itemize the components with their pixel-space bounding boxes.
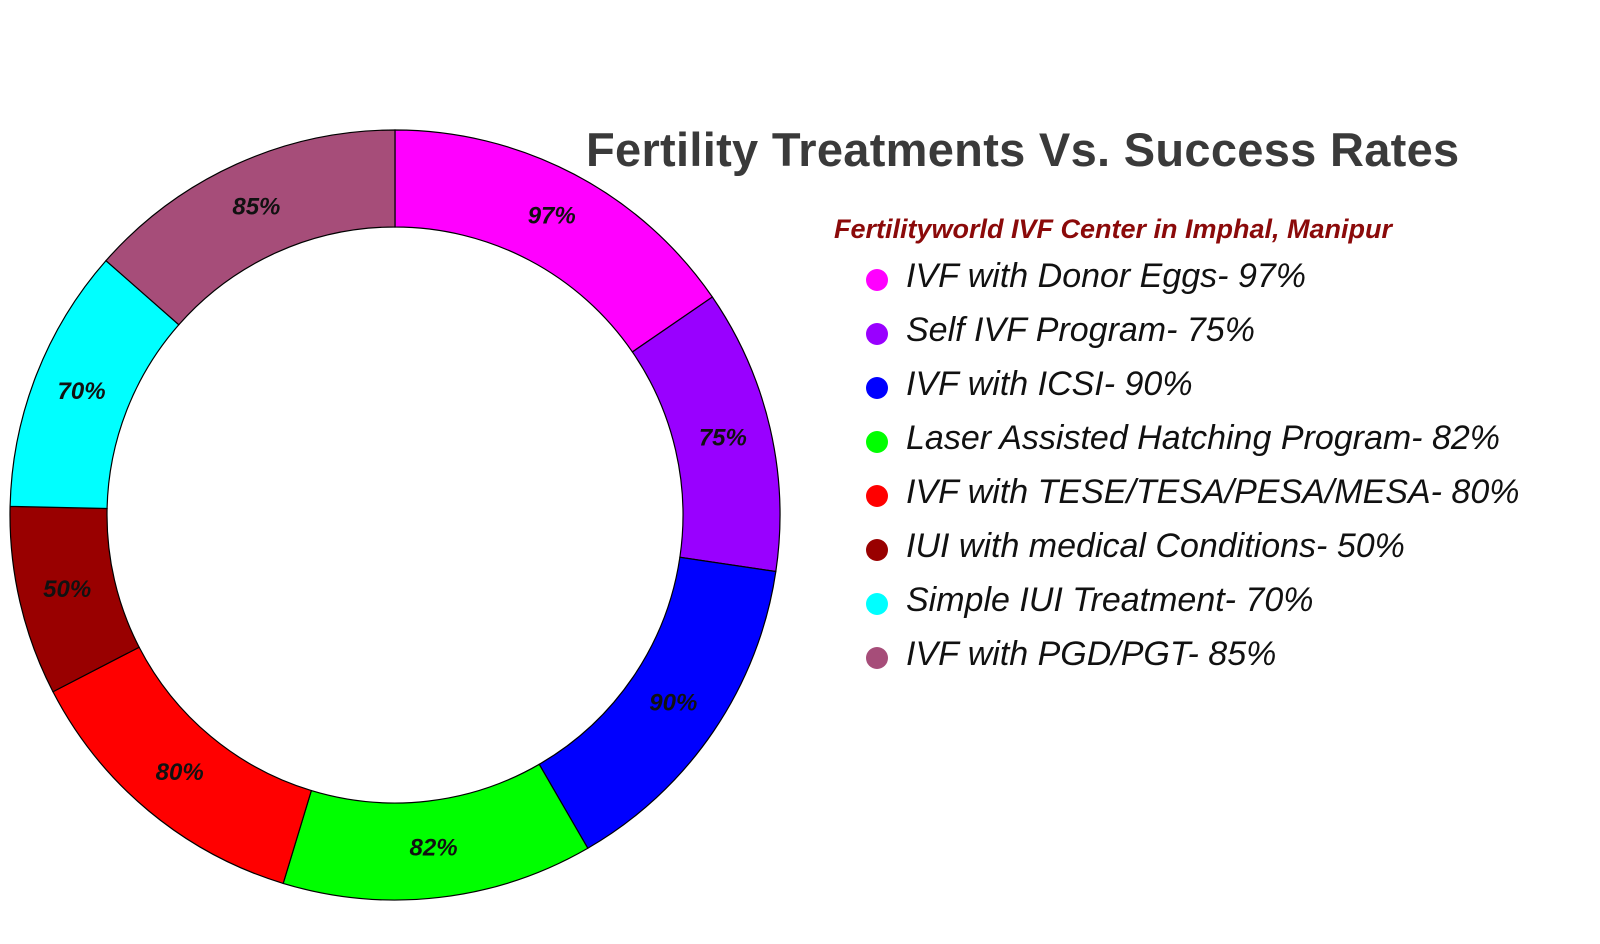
legend-marker [866,269,888,291]
legend-item[interactable]: IVF with Donor Eggs- 97% [866,258,1566,294]
legend-marker [866,377,888,399]
legend-item[interactable]: IUI with medical Conditions- 50% [866,528,1566,564]
legend: IVF with Donor Eggs- 97% Self IVF Progra… [866,258,1566,690]
legend-label: Self IVF Program- 75% [906,311,1255,349]
legend-label: IVF with Donor Eggs- 97% [906,257,1306,295]
legend-label: IVF with PGD/PGT- 85% [906,635,1277,673]
slice-data-label: 90% [649,689,697,716]
legend-marker [866,593,888,615]
chart-title: Fertility Treatments Vs. Success Rates [586,123,1460,176]
legend-item[interactable]: IVF with PGD/PGT- 85% [866,636,1566,672]
slice-data-label: 85% [232,194,280,221]
slice-data-label: 50% [43,576,91,603]
legend-label: IUI with medical Conditions- 50% [906,527,1405,565]
legend-label: Simple IUI Treatment- 70% [906,581,1314,619]
slice-data-label: 97% [528,203,576,230]
legend-marker [866,431,888,453]
legend-marker [866,323,888,345]
donut-slice[interactable] [105,129,396,326]
legend-item[interactable]: IVF with ICSI- 90% [866,366,1566,402]
slice-data-label: 82% [410,835,458,862]
donut-slice[interactable] [282,763,589,901]
legend-label: Laser Assisted Hatching Program- 82% [906,419,1501,457]
slice-data-label: 70% [58,378,106,405]
legend-marker [866,539,888,561]
legend-item[interactable]: Laser Assisted Hatching Program- 82% [866,420,1566,456]
legend-item[interactable]: Simple IUI Treatment- 70% [866,582,1566,618]
slice-data-label: 80% [156,759,204,786]
legend-marker [866,485,888,507]
legend-label: IVF with ICSI- 90% [906,365,1193,403]
legend-item[interactable]: IVF with TESE/TESA/PESA/MESA- 80% [866,474,1566,510]
chart-subtitle: Fertilityworld IVF Center in Imphal, Man… [834,214,1393,244]
legend-marker [866,647,888,669]
slice-data-label: 75% [699,425,747,452]
donut-chart: 97% 75% 90% 82% 80% 50% 70% 85% [9,129,781,901]
legend-label: IVF with TESE/TESA/PESA/MESA- 80% [906,473,1520,511]
legend-item[interactable]: Self IVF Program- 75% [866,312,1566,348]
